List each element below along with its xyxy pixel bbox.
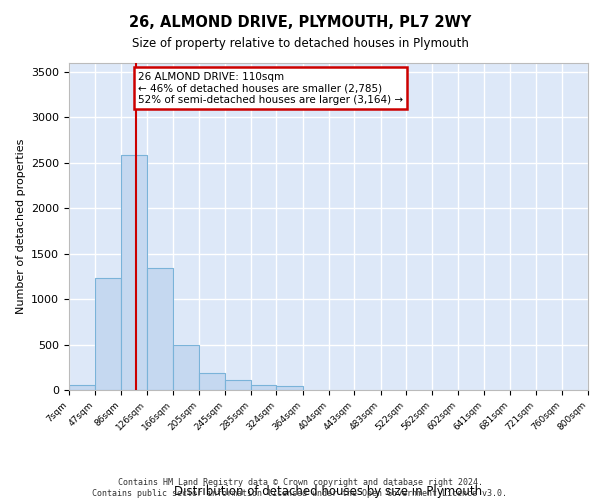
X-axis label: Distribution of detached houses by size in Plymouth: Distribution of detached houses by size … <box>175 484 482 498</box>
Text: Contains HM Land Registry data © Crown copyright and database right 2024.
Contai: Contains HM Land Registry data © Crown c… <box>92 478 508 498</box>
Bar <box>95 278 121 390</box>
Y-axis label: Number of detached properties: Number of detached properties <box>16 138 26 314</box>
Bar <box>69 386 95 390</box>
Bar <box>173 346 199 390</box>
Bar <box>199 372 225 390</box>
Text: Size of property relative to detached houses in Plymouth: Size of property relative to detached ho… <box>131 38 469 51</box>
Text: 26, ALMOND DRIVE, PLYMOUTH, PL7 2WY: 26, ALMOND DRIVE, PLYMOUTH, PL7 2WY <box>129 15 471 30</box>
Bar <box>147 268 173 390</box>
Bar <box>225 380 251 390</box>
Bar <box>251 385 277 390</box>
Bar <box>121 156 147 390</box>
Bar <box>277 386 302 390</box>
Text: 26 ALMOND DRIVE: 110sqm
← 46% of detached houses are smaller (2,785)
52% of semi: 26 ALMOND DRIVE: 110sqm ← 46% of detache… <box>138 72 403 105</box>
